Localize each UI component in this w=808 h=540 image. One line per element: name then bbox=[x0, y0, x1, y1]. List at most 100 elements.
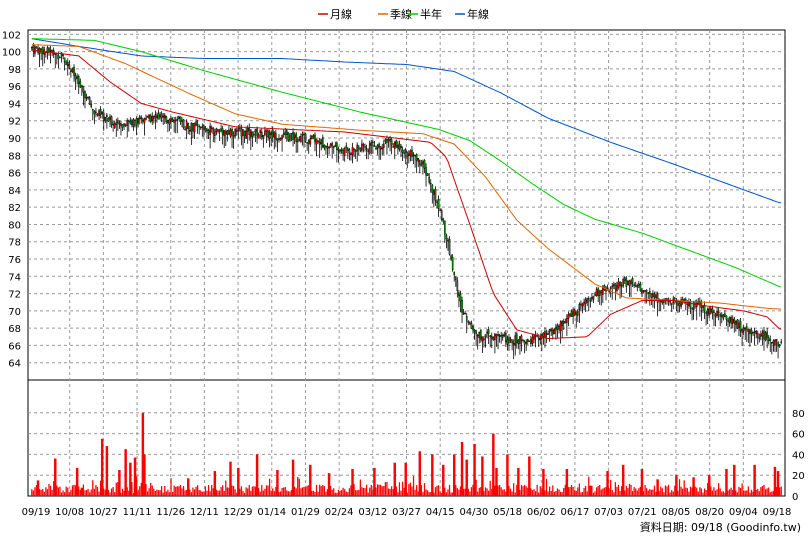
volume-bar bbox=[112, 487, 114, 496]
candle-body bbox=[174, 119, 177, 122]
volume-bar bbox=[477, 491, 479, 496]
candle-body bbox=[35, 46, 38, 49]
candle-body bbox=[131, 121, 133, 125]
volume-bar bbox=[291, 459, 295, 496]
candle-body bbox=[586, 297, 589, 303]
candle-body bbox=[763, 330, 765, 340]
candle-body bbox=[717, 311, 720, 314]
x-tick-label: 01/14 bbox=[257, 507, 286, 518]
volume-bar bbox=[621, 464, 625, 496]
candle-body bbox=[423, 160, 426, 169]
candle-body bbox=[242, 129, 244, 136]
volume-bar bbox=[517, 467, 520, 496]
candle-body bbox=[328, 146, 330, 149]
volume-bar bbox=[220, 486, 222, 496]
volume-bar bbox=[649, 489, 651, 496]
x-tick-label: 04/30 bbox=[459, 507, 488, 518]
volume-bar bbox=[592, 492, 595, 496]
candle-body bbox=[273, 131, 276, 138]
x-tick-label: 11/26 bbox=[156, 507, 185, 518]
volume-bar bbox=[167, 489, 169, 496]
candle-body bbox=[431, 185, 434, 193]
candle-body bbox=[321, 137, 324, 148]
candle-body bbox=[102, 112, 105, 121]
volume-bar bbox=[639, 486, 642, 496]
candle-body bbox=[262, 135, 265, 139]
volume-bar bbox=[600, 489, 602, 496]
candle-body bbox=[101, 112, 104, 115]
candle-body bbox=[256, 128, 258, 137]
volume-bar bbox=[222, 485, 224, 496]
volume-bar bbox=[171, 491, 174, 496]
candle-body bbox=[494, 333, 496, 341]
x-tick-label: 12/29 bbox=[224, 507, 253, 518]
volume-bar bbox=[448, 484, 451, 496]
candle-body bbox=[578, 303, 581, 310]
candle-body bbox=[214, 131, 216, 137]
candle-body bbox=[587, 298, 590, 300]
candle-body bbox=[677, 302, 679, 306]
candle-body bbox=[326, 146, 329, 149]
candle-body bbox=[445, 235, 448, 240]
x-tick-label: 09/18 bbox=[763, 507, 792, 518]
candle-body bbox=[572, 309, 574, 317]
candle-body bbox=[636, 285, 639, 288]
candle-body bbox=[181, 120, 183, 122]
candle-body bbox=[232, 134, 235, 137]
volume-bar bbox=[628, 483, 631, 496]
volume-bar bbox=[48, 483, 50, 496]
volume-bar bbox=[583, 487, 585, 496]
volume-tick-label: 80 bbox=[792, 409, 805, 420]
volume-bar bbox=[418, 451, 422, 496]
candle-body bbox=[57, 55, 60, 59]
candle-body bbox=[159, 115, 161, 118]
candlesticks bbox=[30, 42, 783, 360]
candle-body bbox=[778, 344, 781, 347]
volume-bar bbox=[54, 458, 57, 496]
candle-body bbox=[602, 287, 604, 295]
volume-bar bbox=[389, 488, 391, 496]
volume-bar bbox=[430, 492, 432, 496]
candle-body bbox=[440, 210, 443, 220]
candle-body bbox=[317, 140, 319, 142]
volume-bar bbox=[652, 489, 654, 496]
volume-bar bbox=[669, 492, 671, 496]
candle-body bbox=[439, 209, 441, 211]
candle-body bbox=[750, 329, 753, 335]
candle-body bbox=[257, 134, 260, 139]
candle-body bbox=[472, 326, 474, 330]
candle-body bbox=[581, 303, 584, 307]
candle-body bbox=[495, 334, 498, 337]
candle-body bbox=[104, 116, 107, 122]
candle-body bbox=[514, 335, 517, 345]
volume-bar bbox=[469, 491, 471, 496]
candle-body bbox=[285, 130, 288, 135]
volume-bar bbox=[294, 486, 296, 496]
volume-bar bbox=[43, 491, 45, 496]
volume-bar bbox=[502, 489, 504, 496]
volume-bar bbox=[370, 484, 372, 496]
candle-body bbox=[390, 139, 393, 146]
volume-bar bbox=[452, 492, 454, 496]
price-tick-label: 66 bbox=[8, 341, 21, 352]
volume-bar bbox=[336, 492, 338, 496]
volume-bar bbox=[34, 487, 36, 496]
volume-bar bbox=[141, 412, 145, 496]
volume-bar bbox=[694, 486, 696, 496]
candle-body bbox=[766, 331, 768, 338]
volume-axis-labels: 0 20 40 60 80 bbox=[792, 409, 805, 503]
candle-body bbox=[780, 341, 783, 344]
volume-bar bbox=[616, 487, 618, 496]
volume-bar bbox=[624, 490, 626, 496]
price-tick-label: 90 bbox=[8, 134, 21, 145]
candle-body bbox=[722, 314, 725, 319]
candle-body bbox=[182, 119, 185, 128]
candle-body bbox=[345, 145, 348, 149]
volume-bar bbox=[743, 490, 745, 496]
volume-bar bbox=[491, 488, 493, 496]
volume-bar bbox=[747, 486, 749, 496]
candle-body bbox=[306, 142, 308, 144]
candle-body bbox=[730, 317, 732, 324]
volume-bar bbox=[82, 484, 85, 496]
candle-body bbox=[612, 284, 615, 287]
